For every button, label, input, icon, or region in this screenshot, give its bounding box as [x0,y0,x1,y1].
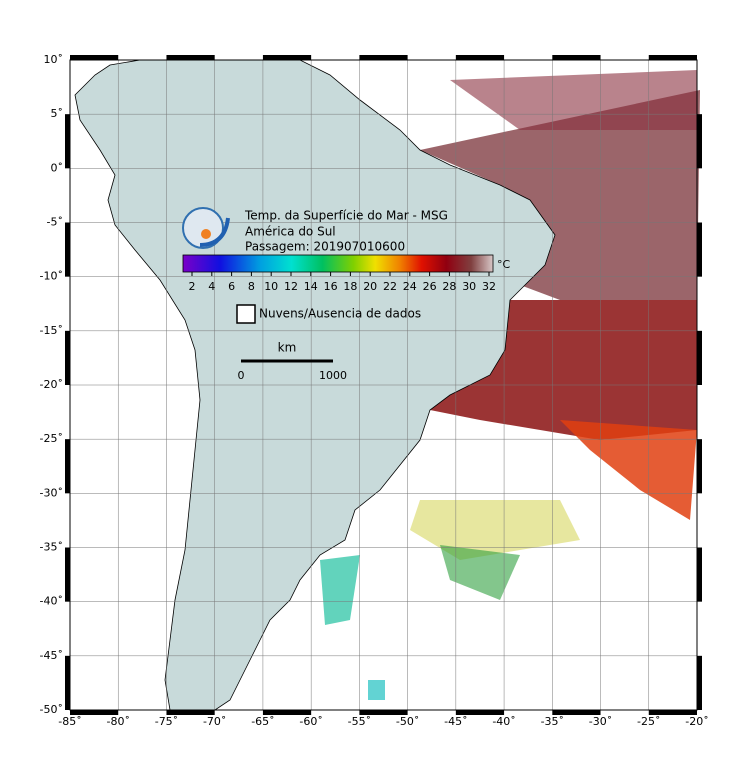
logo [182,207,230,249]
frame-segment [648,55,697,60]
lat-label: -45˚ [40,649,63,662]
frame-segment [359,55,408,60]
frame-segment [455,710,505,715]
frame-segment [648,710,697,715]
map-title: Temp. da Superfície do Mar - MSG [244,209,448,223]
lon-label: -45˚ [444,715,467,728]
lat-label: -50˚ [40,703,63,716]
frame-segment [65,114,70,169]
colorbar-unit: °C [497,258,511,271]
colorbar-label: 14 [304,280,318,293]
colorbar [182,254,494,273]
lat-label: 10˚ [44,53,64,66]
frame-segment [697,222,702,277]
frame-segment [552,710,601,715]
lat-label: -10˚ [40,270,63,283]
lon-label: -25˚ [637,715,660,728]
colorbar-label: 24 [403,280,417,293]
frame-segment [65,330,70,385]
frame-segment [697,330,702,385]
frame-segment [65,222,70,277]
legend-text: Nuvens/Ausencia de dados [259,307,421,321]
lon-label: -50˚ [396,715,419,728]
colorbar-label: 20 [363,280,377,293]
lon-label: -55˚ [348,715,371,728]
colorbar-label: 30 [462,280,476,293]
lat-label: -35˚ [40,541,63,554]
colorbar-label: 32 [482,280,496,293]
scale-unit: km [278,341,297,355]
scale-end: 1000 [319,369,347,382]
colorbar-label: 8 [248,280,255,293]
colorbar-label: 22 [383,280,397,293]
pass-time: Passagem: 201907010600 [245,240,405,254]
lat-label: -30˚ [40,486,63,499]
colorbar-label: 2 [189,280,196,293]
frame-segment [65,439,70,494]
frame-segment [359,710,408,715]
frame-segment [697,114,702,169]
lon-label: -60˚ [299,715,322,728]
lon-label: -20˚ [685,715,708,728]
frame-segment [65,547,70,602]
sst-patches [320,70,700,700]
frame-segment [262,55,312,60]
lat-label: -5˚ [47,216,63,229]
lon-label: -85˚ [58,715,81,728]
frame-segment [697,547,702,602]
frame-segment [70,55,119,60]
frame-segment [697,439,702,494]
frame-segment [552,55,601,60]
region: América do Sul [245,225,336,239]
lon-label: -80˚ [106,715,129,728]
lat-label: -25˚ [40,432,63,445]
frame-segment [166,710,215,715]
colorbar-label: 4 [208,280,215,293]
lat-label: -40˚ [40,595,63,608]
frame-segment [65,655,70,710]
colorbar-label: 18 [343,280,357,293]
lon-label: -40˚ [492,715,515,728]
frame-segment [455,55,505,60]
frame-segment [166,55,215,60]
lon-label: -70˚ [203,715,226,728]
lat-label: 5˚ [51,107,64,120]
colorbar-label: 6 [228,280,235,293]
lon-label: -30˚ [589,715,612,728]
colorbar-label: 10 [264,280,278,293]
map-frame [65,55,702,715]
frame-segment [262,710,312,715]
lat-label: -15˚ [40,324,63,337]
lon-label: -35˚ [541,715,564,728]
frame-segment [697,655,702,710]
frame-border [69,59,698,711]
lat-label: 0˚ [51,161,64,174]
colorbar-label: 12 [284,280,298,293]
frame-segment [70,710,119,715]
lat-label: -20˚ [40,378,63,391]
scale-start: 0 [238,369,245,382]
colorbar-label: 28 [442,280,456,293]
lon-label: -75˚ [155,715,178,728]
colorbar-label: 26 [423,280,437,293]
lon-label: -65˚ [251,715,274,728]
legend-swatch [236,304,256,324]
colorbar-label: 16 [324,280,338,293]
